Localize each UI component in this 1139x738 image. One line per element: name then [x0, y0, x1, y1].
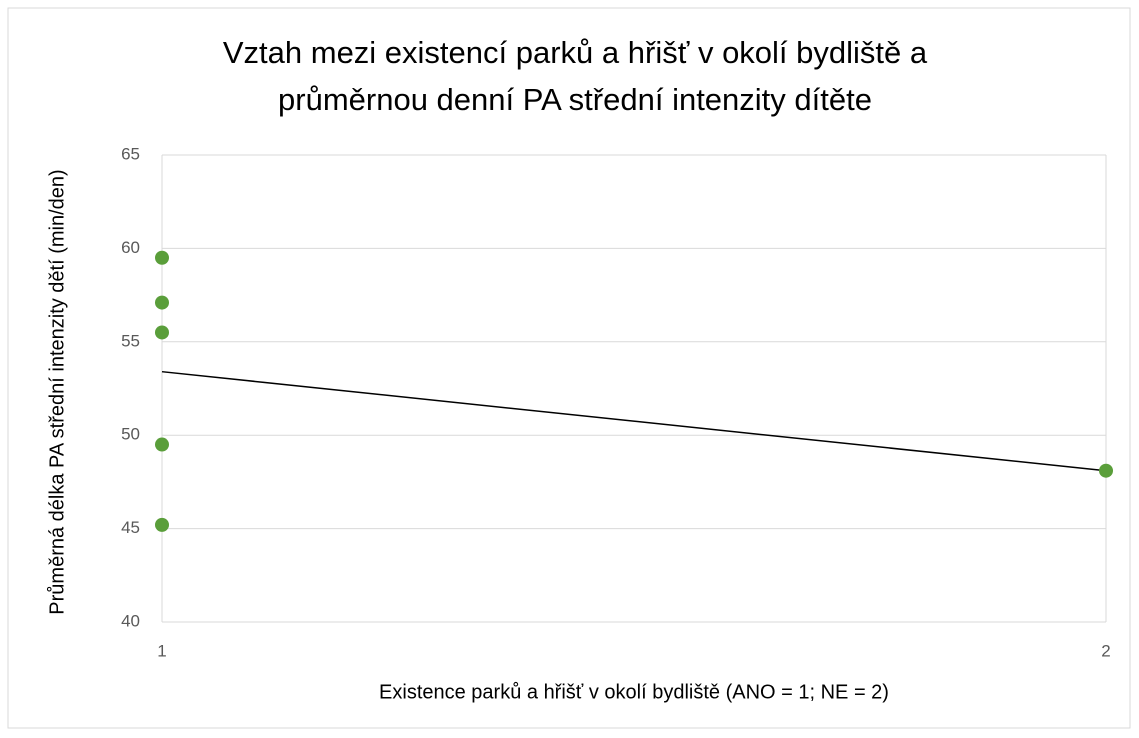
- point: [155, 250, 169, 265]
- x-tick-label: 1: [157, 641, 166, 660]
- y-tick-label: 40: [121, 611, 140, 630]
- y-tick-label: 60: [121, 238, 140, 257]
- point: [155, 325, 169, 340]
- point: [155, 295, 169, 310]
- point: [1099, 463, 1113, 478]
- point: [155, 517, 169, 532]
- y-axis-title: Průměrná délka PA střední intenzity dětí…: [46, 169, 68, 614]
- chart-border: [7, 7, 1131, 729]
- y-tick-label: 65: [121, 144, 140, 163]
- y-tick-label: 55: [121, 331, 140, 350]
- y-tick-label: 50: [121, 425, 140, 444]
- x-tick-label: 2: [1101, 641, 1110, 660]
- x-axis-title: Existence parků a hřišť v okolí bydliště…: [379, 681, 889, 703]
- chart-title: Vztah mezi existencí parků a hřišť v oko…: [223, 35, 928, 70]
- y-tick-label: 45: [121, 518, 140, 537]
- point: [155, 437, 169, 452]
- chart-title: průměrnou denní PA střední intenzity dít…: [278, 82, 872, 117]
- trendline: [161, 370, 1107, 472]
